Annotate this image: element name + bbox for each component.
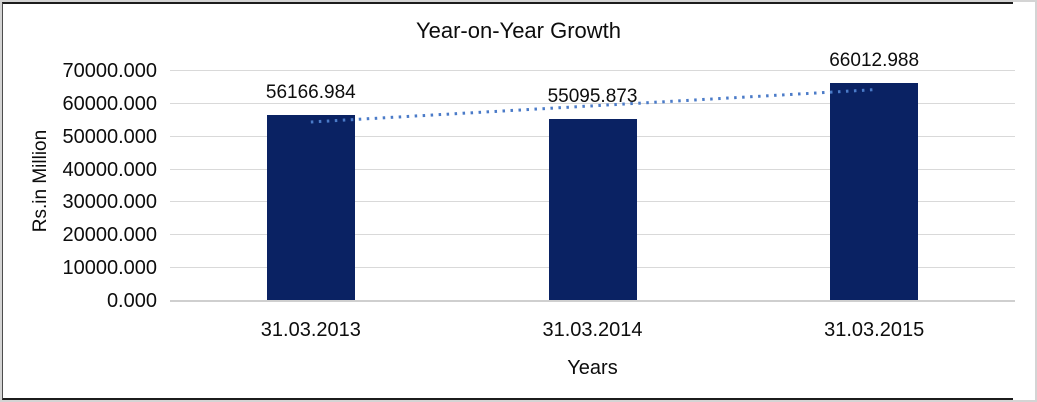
plot-area [170, 70, 1015, 302]
x-axis-title: Years [567, 357, 618, 379]
gridline [170, 70, 1015, 71]
data-label: 66012.988 [829, 50, 920, 72]
x-category-label: 31.03.2014 [542, 319, 643, 341]
bar [830, 83, 919, 300]
y-tick-label: 30000.000 [62, 191, 157, 214]
y-tick-label: 60000.000 [62, 92, 157, 115]
chart-title: Year-on-Year Growth [415, 18, 622, 43]
data-label: 56166.984 [265, 82, 356, 104]
bar [266, 115, 355, 300]
trendline [310, 88, 875, 124]
bar [548, 118, 637, 300]
x-category-label: 31.03.2015 [824, 319, 925, 341]
gridline [170, 102, 1015, 104]
x-category-label: 31.03.2013 [260, 319, 361, 341]
y-tick-label: 20000.000 [62, 224, 157, 247]
data-label: 55095.873 [547, 85, 638, 107]
y-tick-label: 40000.000 [62, 158, 157, 181]
y-tick-label: 70000.000 [62, 60, 157, 82]
y-tick-label: 50000.000 [62, 125, 157, 148]
y-tick-label: 10000.000 [62, 257, 157, 280]
y-tick-label: 0.000 [106, 290, 157, 312]
